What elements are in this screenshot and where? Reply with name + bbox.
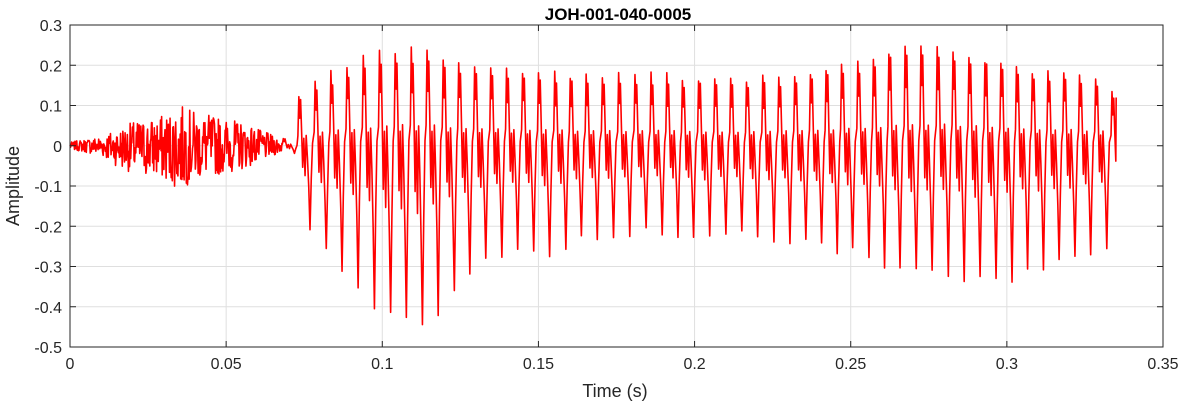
y-tick-label: -0.1 <box>34 179 62 196</box>
y-tick-label: -0.5 <box>34 340 62 357</box>
x-tick-label: 0.25 <box>835 356 866 373</box>
y-tick-label: 0 <box>53 139 62 156</box>
x-tick-label: 0.3 <box>996 356 1018 373</box>
signal-line <box>69 45 1117 326</box>
y-tick-label: -0.2 <box>34 219 62 236</box>
x-tick-label: 0.05 <box>211 356 242 373</box>
x-tick-label: 0.35 <box>1147 356 1178 373</box>
x-axis-label: Time (s) <box>582 381 647 401</box>
y-tick-labels: 0.3 0.2 0.1 0 -0.1 -0.2 -0.3 -0.4 -0.5 <box>34 18 62 357</box>
axis-ticks <box>69 24 1164 348</box>
y-tick-label: 0.3 <box>40 18 62 35</box>
x-tick-label: 0.15 <box>523 356 554 373</box>
y-tick-label: -0.3 <box>34 260 62 277</box>
y-axis-label: Amplitude <box>3 146 23 226</box>
signal-trace <box>69 45 1117 326</box>
y-tick-label: 0.2 <box>40 58 62 75</box>
x-tick-labels: 0 0.05 0.1 0.15 0.2 0.25 0.3 0.35 <box>66 356 1179 373</box>
x-tick-label: 0 <box>66 356 75 373</box>
x-tick-label: 0.1 <box>371 356 393 373</box>
x-tick-label: 0.2 <box>683 356 705 373</box>
y-tick-label: -0.4 <box>34 300 62 317</box>
chart-title: JOH-001-040-0005 <box>545 5 691 24</box>
y-tick-label: 0.1 <box>40 99 62 116</box>
